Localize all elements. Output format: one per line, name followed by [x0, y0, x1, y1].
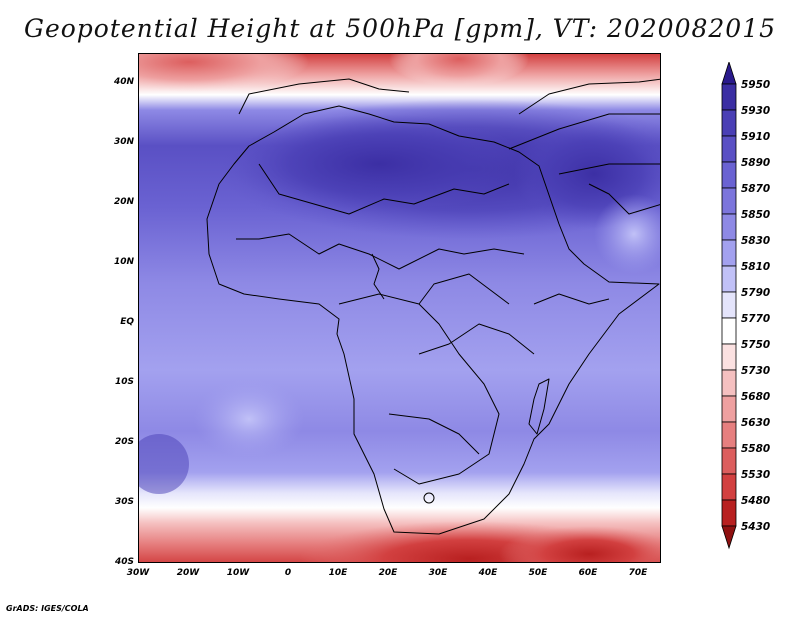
colorbar-label: 5430 [741, 521, 771, 533]
colorbar-cell [721, 291, 737, 319]
colorbar-label: 5950 [741, 79, 771, 91]
colorbar-label: 5530 [741, 469, 771, 481]
colorbar-cell [721, 187, 737, 215]
colorbar-cap-bottom [721, 525, 737, 550]
colorbar-label: 5750 [741, 339, 771, 351]
colorbar-label: 5850 [741, 209, 771, 221]
lon-label: 70E [628, 568, 648, 578]
colorbar-label: 5730 [741, 365, 771, 377]
colorbar-cell [721, 213, 737, 241]
lat-label: 10N [113, 257, 134, 267]
colorbar-label: 5870 [741, 183, 771, 195]
lat-label: 40S [114, 557, 134, 567]
colorbar-cell [721, 499, 737, 527]
map-panel [138, 53, 661, 563]
colorbar-label: 5830 [741, 235, 771, 247]
lon-label: 30W [126, 568, 150, 578]
colorbar-label: 5770 [741, 313, 771, 325]
lon-label: 10E [328, 568, 348, 578]
colorbar-label: 5890 [741, 157, 771, 169]
lon-label: 30E [428, 568, 448, 578]
colorbar-label: 5930 [741, 105, 771, 117]
colorbar-cell [721, 161, 737, 189]
colorbar-cell [721, 83, 737, 111]
lon-label: 20W [176, 568, 200, 578]
colorbar [721, 62, 737, 550]
lon-label: 50E [528, 568, 548, 578]
colorbar-cell [721, 395, 737, 423]
colorbar-cell [721, 317, 737, 345]
colorbar-label: 5790 [741, 287, 771, 299]
colorbar-label: 5910 [741, 131, 771, 143]
lat-label: 20N [113, 197, 134, 207]
lat-label: 30N [113, 137, 134, 147]
colorbar-label: 5580 [741, 443, 771, 455]
coastline-borders [206, 78, 660, 535]
colorbar-cell [721, 265, 737, 293]
lat-label: 10S [114, 377, 134, 387]
colorbar-cell [721, 421, 737, 449]
lon-label: 0 [284, 568, 292, 578]
lon-label: 40E [478, 568, 498, 578]
colorbar-cell [721, 135, 737, 163]
colorbar-cell [721, 447, 737, 475]
colorbar-cap-top [721, 62, 737, 85]
credit-text: GrADS: IGES/COLA [6, 604, 89, 613]
colorbar-cell [721, 109, 737, 137]
height-field [139, 54, 660, 562]
colorbar-label: 5810 [741, 261, 771, 273]
lat-label: EQ [120, 317, 134, 327]
lon-label: 10W [226, 568, 250, 578]
colorbar-cell [721, 369, 737, 397]
colorbar-label: 5630 [741, 417, 771, 429]
lat-label: 20S [114, 437, 134, 447]
colorbar-cell [721, 343, 737, 371]
colorbar-label: 5680 [741, 391, 771, 403]
lat-label: 40N [113, 77, 134, 87]
lat-label: 30S [114, 497, 134, 507]
colorbar-label: 5480 [741, 495, 771, 507]
lon-label: 60E [578, 568, 598, 578]
map-title: Geopotential Height at 500hPa [gpm], VT:… [23, 14, 777, 43]
colorbar-cell [721, 239, 737, 267]
lon-label: 20E [378, 568, 398, 578]
colorbar-cell [721, 473, 737, 501]
